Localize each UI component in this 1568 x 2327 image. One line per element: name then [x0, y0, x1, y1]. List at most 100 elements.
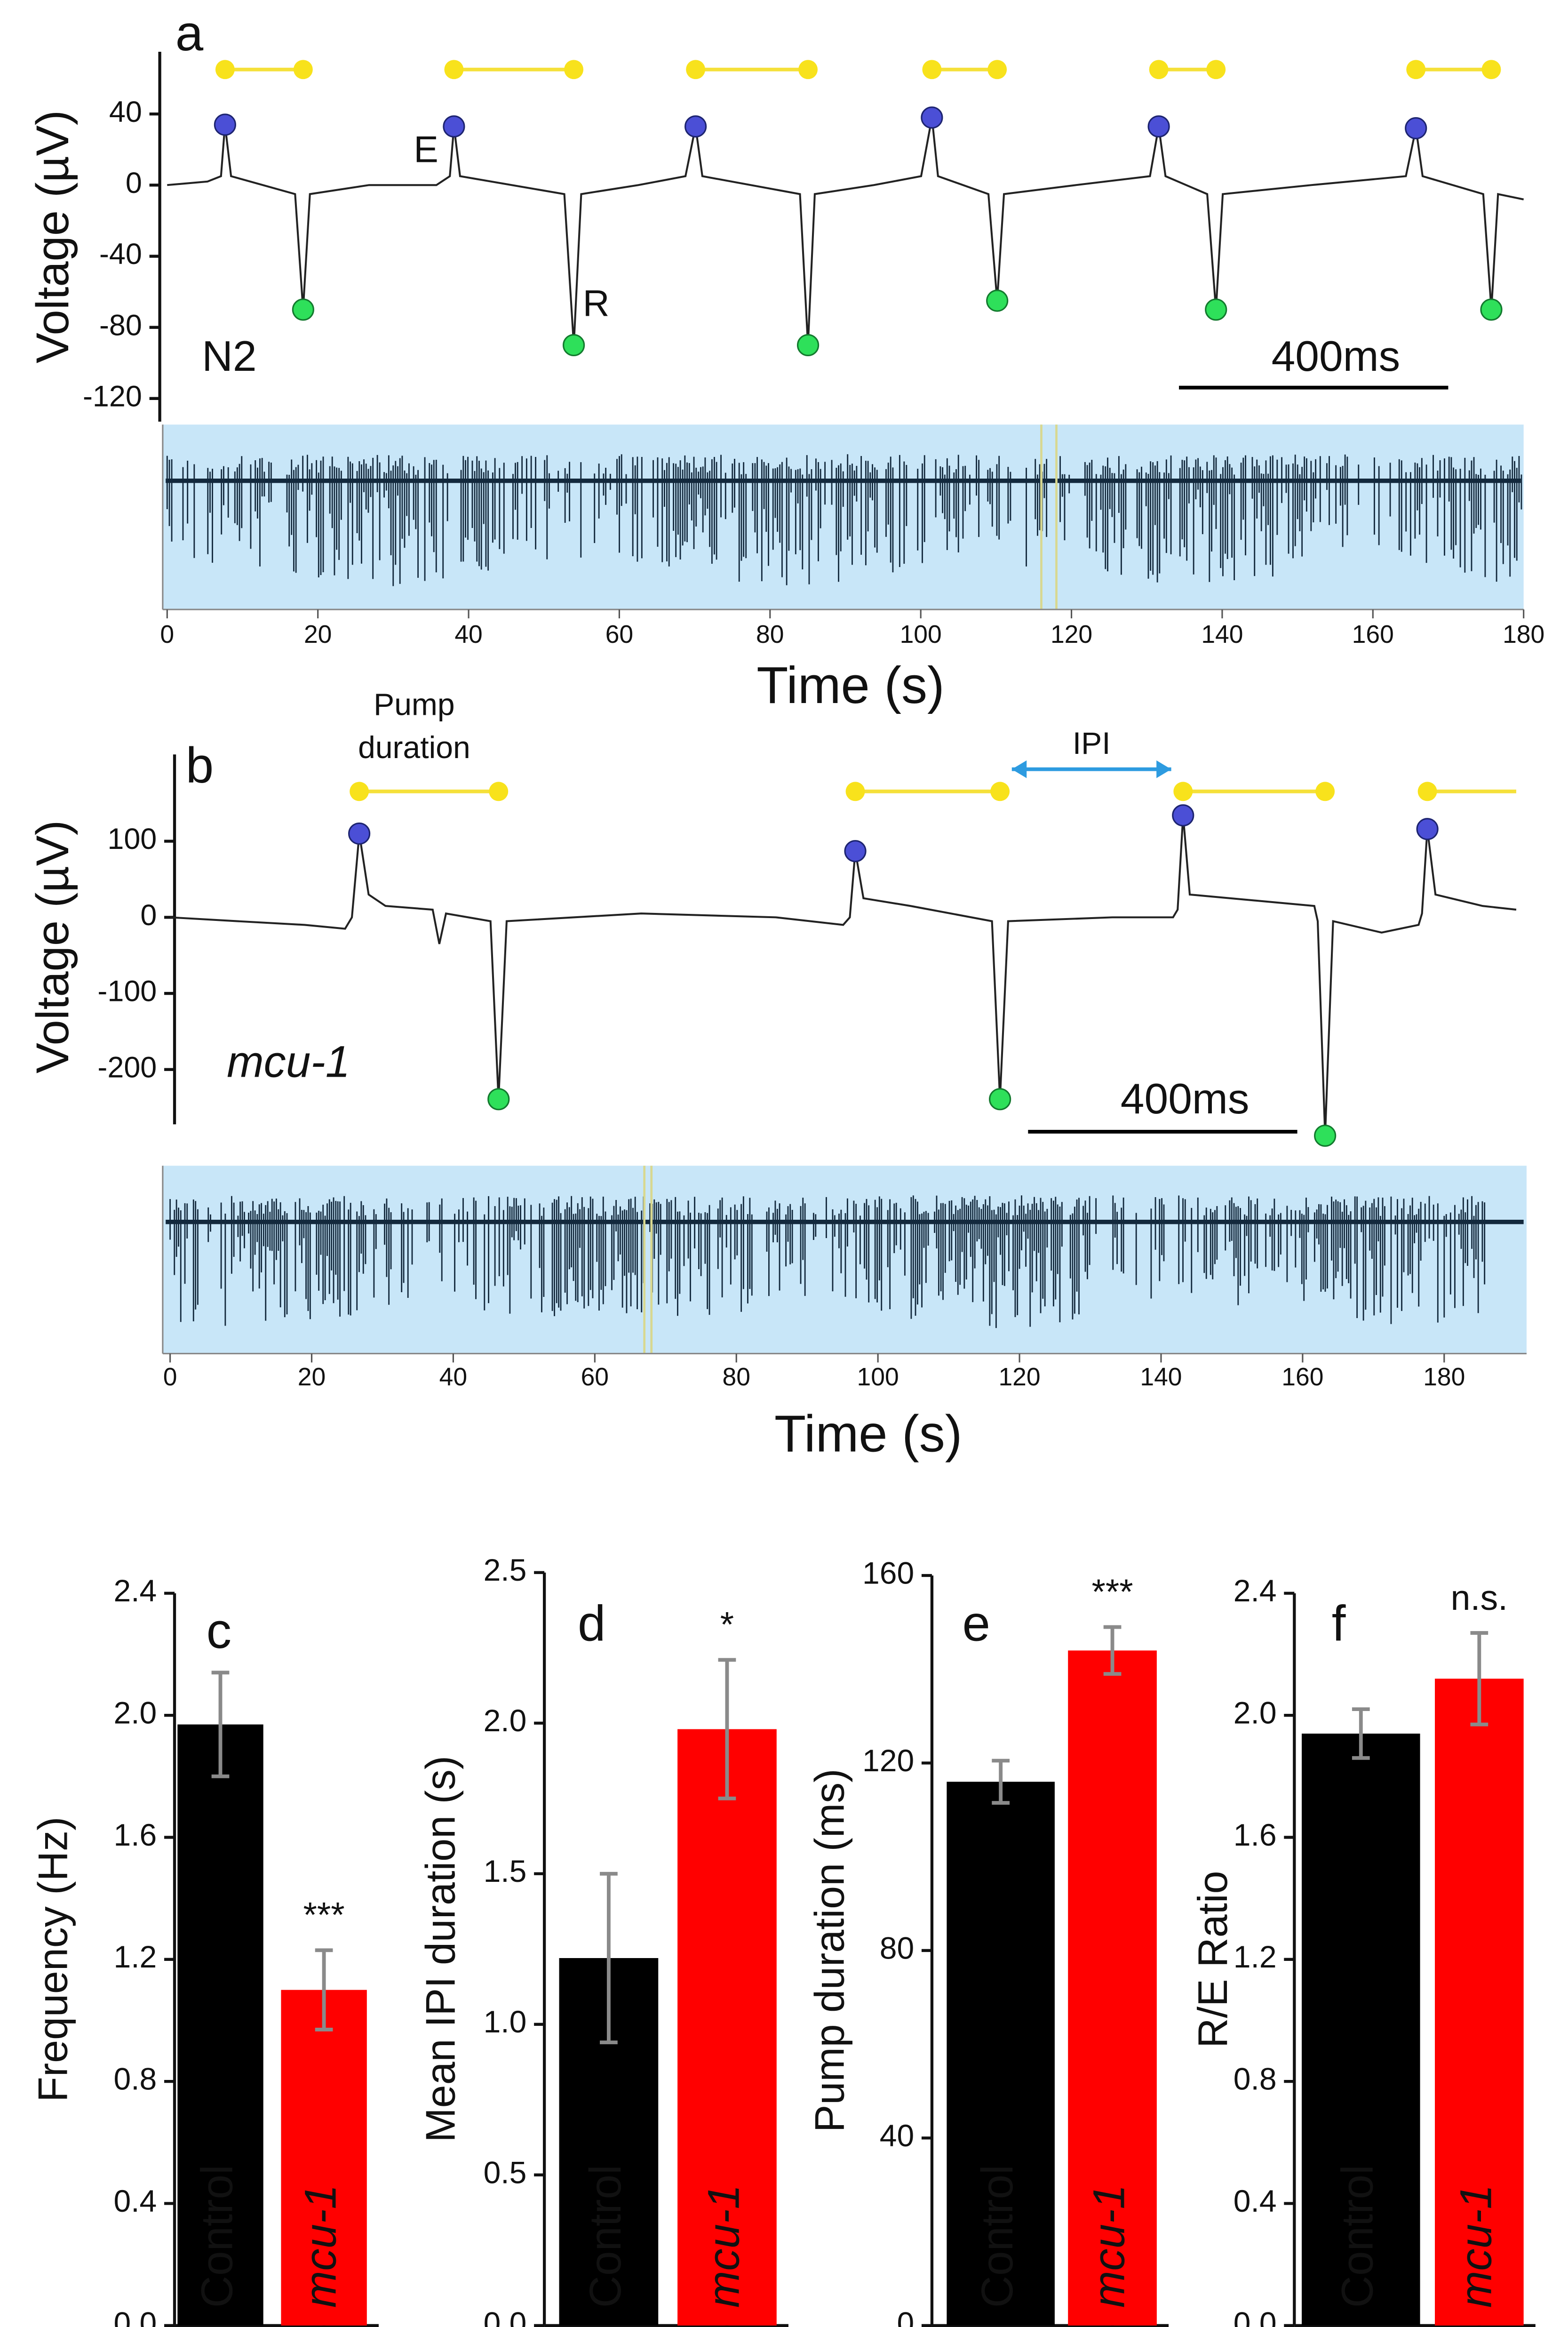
error-bar: [211, 1671, 230, 1778]
category-label: Control: [972, 2165, 1022, 2308]
pump-start-dot: [350, 782, 369, 801]
overview-background: [162, 1166, 1527, 1354]
y-axis-label: Voltage (µV): [27, 110, 78, 363]
bar: [677, 1729, 777, 2326]
significance-label: n.s.: [1451, 1578, 1508, 1617]
x-tick-label: 40: [454, 621, 482, 648]
category-label: Control: [1333, 2165, 1382, 2308]
y-tick-label: 80: [880, 1930, 914, 1965]
x-tick-label: 40: [439, 1363, 467, 1391]
y-tick-label: 40: [109, 96, 142, 128]
x-tick-label: 100: [900, 621, 942, 648]
y-tick-label: 0.8: [1234, 2062, 1277, 2096]
error-bar: [1103, 1625, 1122, 1676]
significance-label: ***: [1091, 1572, 1133, 1611]
x-tick-label: 0: [163, 1363, 177, 1391]
y-axis-label: Pump duration (ms): [806, 1769, 853, 2133]
y-axis-label: Mean IPI duration (s): [417, 1756, 464, 2143]
y-tick-label: 1.0: [484, 2004, 527, 2039]
y-tick-label: -80: [99, 309, 142, 342]
x-tick-label: 20: [304, 621, 332, 648]
y-tick-label: -40: [99, 238, 142, 271]
x-tick-label: 120: [998, 1363, 1040, 1391]
voltage-trace: [170, 815, 1517, 1136]
voltage-trace: [167, 117, 1524, 345]
y-tick-label: 0: [897, 2305, 914, 2327]
pump-end-dot: [1481, 60, 1501, 80]
x-tick-label: 60: [605, 621, 633, 648]
x-tick-label: 160: [1352, 621, 1394, 648]
y-tick-label: 1.5: [484, 1854, 527, 1888]
error-bar: [1470, 1631, 1488, 1727]
error-bar: [1352, 1707, 1370, 1760]
panel-letter: f: [1332, 1595, 1346, 1651]
bar: [1435, 1679, 1524, 2326]
y-tick-label: 160: [862, 1555, 914, 1590]
x-axis-label: Time (s): [756, 656, 944, 714]
significance-label: ***: [303, 1895, 345, 1935]
y-axis-label: Voltage (µV): [27, 820, 78, 1073]
y-tick-label: 1.2: [114, 1939, 157, 1974]
bar: [947, 1782, 1055, 2326]
x-tick-label: 80: [756, 621, 784, 648]
panel-letter: b: [186, 737, 214, 793]
r-peak-dot: [1480, 298, 1503, 321]
y-tick-label: 0.8: [114, 2062, 157, 2096]
pump-end-dot: [987, 60, 1007, 80]
e-peak-dot: [1172, 804, 1194, 827]
y-tick-label: 2.5: [484, 1552, 527, 1587]
panel-letter: e: [963, 1595, 990, 1651]
y-tick-label: 2.0: [484, 1703, 527, 1738]
y-tick-label: 100: [107, 823, 157, 856]
category-label: Control: [192, 2165, 241, 2308]
e-peak-dot: [443, 115, 465, 138]
y-tick-label: 2.0: [1234, 1695, 1277, 1730]
y-tick-label: 1.6: [114, 1817, 157, 1852]
y-tick-label: 0.0: [114, 2305, 157, 2327]
scale-bar-label: 400ms: [1121, 1075, 1250, 1123]
x-tick-label: 140: [1201, 621, 1243, 648]
bar: [281, 1990, 367, 2326]
category-label: Control: [581, 2165, 630, 2308]
pump-end-dot: [798, 60, 818, 80]
e-peak-dot: [1147, 115, 1170, 138]
error-bar: [315, 1948, 333, 2031]
y-tick-label: 1.6: [1234, 1817, 1277, 1852]
pump-start-dot: [1149, 60, 1169, 80]
y-tick-label: -120: [83, 380, 142, 413]
pump-start-dot: [1173, 782, 1193, 801]
e-peak-dot: [1405, 117, 1427, 140]
bar: [1302, 1733, 1420, 2326]
x-axis-label: Time (s): [774, 1405, 962, 1463]
e-peak-dot: [348, 822, 371, 845]
pump-start-dot: [215, 60, 235, 80]
x-tick-label: 100: [857, 1363, 899, 1391]
x-tick-label: 0: [160, 621, 174, 648]
category-label: mcu-1: [296, 2184, 345, 2308]
panel-letter: a: [175, 5, 204, 61]
annotation: R: [583, 283, 610, 324]
error-bar: [992, 1759, 1010, 1805]
x-tick-label: 180: [1423, 1363, 1465, 1391]
annotation: E: [414, 129, 438, 170]
annotation: Pump duration: [358, 687, 470, 765]
e-peak-dot: [214, 113, 236, 136]
r-peak-dot: [796, 334, 820, 357]
e-peak-dot: [1416, 818, 1439, 840]
category-label: mcu-1: [699, 2184, 748, 2308]
panel-letter: d: [578, 1595, 605, 1651]
r-peak-dot: [292, 298, 314, 321]
y-tick-label: 0.0: [484, 2305, 527, 2327]
r-peak-dot: [563, 334, 585, 357]
y-tick-label: -200: [97, 1051, 157, 1084]
strain-label: mcu-1: [227, 1037, 350, 1086]
y-tick-label: 0.4: [114, 2183, 157, 2218]
pump-end-dot: [293, 60, 313, 80]
r-peak-dot: [1314, 1124, 1337, 1147]
x-tick-label: 160: [1281, 1363, 1323, 1391]
annotation: IPI: [1073, 726, 1111, 760]
pump-end-dot: [564, 60, 584, 80]
e-peak-dot: [844, 840, 867, 863]
scale-bar-label: 400ms: [1272, 332, 1401, 380]
